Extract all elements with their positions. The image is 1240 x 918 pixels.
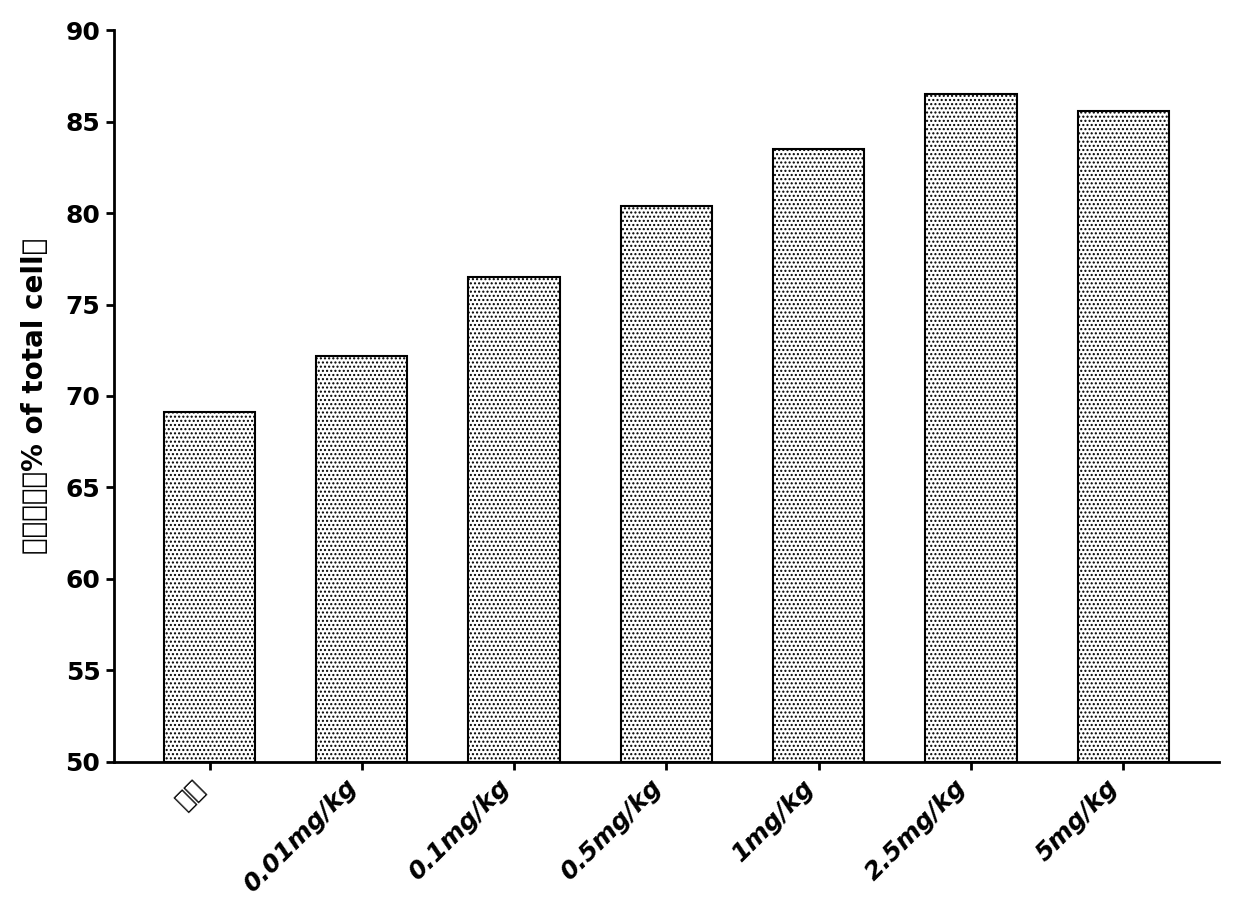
Bar (469, 277, 559, 762)
Y-axis label: 精力活力（% of total cell）: 精力活力（% of total cell） (21, 238, 48, 554)
Bar (316, 356, 408, 762)
Bar (164, 412, 255, 762)
Bar (1078, 111, 1169, 762)
Bar (621, 206, 712, 762)
Bar (925, 95, 1017, 762)
Bar (773, 149, 864, 762)
